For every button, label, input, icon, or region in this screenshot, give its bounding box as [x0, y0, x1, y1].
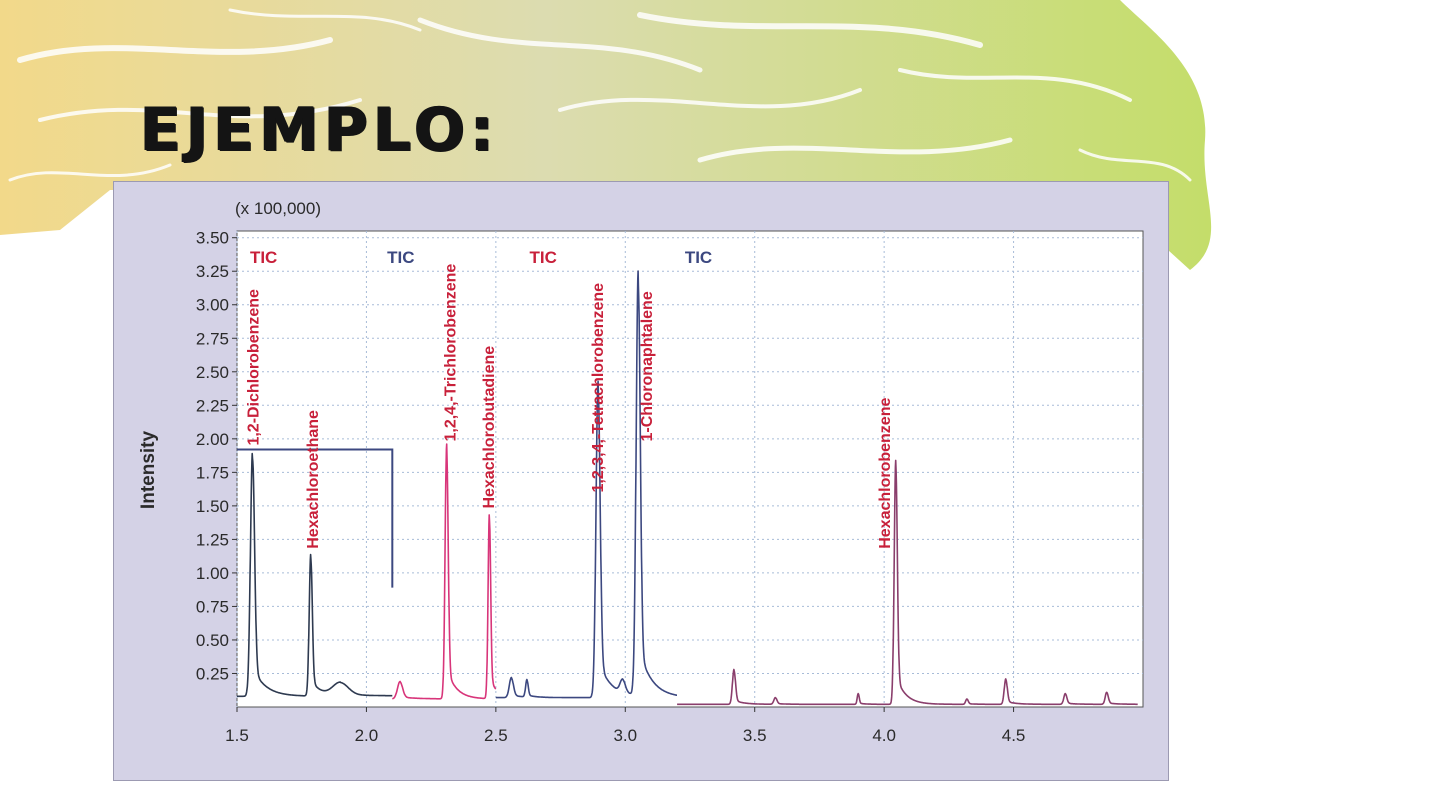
slide-title: EJEMPLO: [140, 95, 500, 165]
plot-area [236, 230, 1144, 708]
peak-label: 1,2,4,-Trichlorobenzene [442, 264, 459, 442]
y-tick-label: 1.50 [196, 497, 229, 516]
tic-label: TIC [530, 248, 557, 267]
y-axis-label: Intensity [138, 431, 159, 510]
x-tick-label: 2.5 [484, 726, 508, 745]
chromatogram-trace-mauve [676, 459, 1139, 706]
chromatogram-trace-dark [236, 452, 393, 698]
inset-bracket [237, 448, 394, 588]
peak-label: 1,2,3,4,-Tetrachlorobenzene [590, 283, 607, 493]
y-tick-label: 3.25 [196, 262, 229, 281]
peak-label: Hexachloroethane [305, 410, 322, 549]
y-tick-label: 2.00 [196, 430, 229, 449]
y-tick-label: 2.75 [196, 329, 229, 348]
grid-lines [236, 231, 1143, 707]
y-tick-label: 0.75 [196, 597, 229, 616]
peak-label: 1-Chloronaphtalene [639, 291, 656, 441]
y-tick-label: 0.25 [196, 664, 229, 683]
x-tick-label: 4.0 [872, 726, 896, 745]
scale-note: (x 100,000) [235, 199, 321, 218]
tic-label: TIC [250, 248, 277, 267]
x-tick-label: 3.0 [613, 726, 637, 745]
brush-texture-decoration [8, 8, 1192, 182]
chromatogram-trace-navy [495, 270, 678, 699]
y-tick-label: 3.50 [196, 229, 229, 248]
x-tick-label: 1.5 [225, 726, 249, 745]
brush-stroke-decoration [0, 0, 1212, 270]
tic-labels: TIC TIC TIC TIC [250, 248, 712, 267]
y-tick-label: 3.00 [196, 296, 229, 315]
x-tick-label: 4.5 [1002, 726, 1026, 745]
y-tick-label: 2.50 [196, 363, 229, 382]
axis-ticks: 0.25 0.50 0.75 1.00 1.25 1.50 1.75 2.00 2.25 2.50… [196, 229, 1025, 745]
y-tick-label: 0.50 [196, 631, 229, 650]
peak-label: 1,2-Dichlorobenzene [246, 289, 263, 446]
tic-label: TIC [387, 248, 414, 267]
y-tick-label: 1.75 [196, 463, 229, 482]
peak-labels: 1,2-Dichlorobenzene Hexachloroethane 1,2,4… [246, 264, 895, 549]
x-tick-label: 3.5 [743, 726, 767, 745]
y-tick-label: 1.00 [196, 564, 229, 583]
tic-label: TIC [685, 248, 712, 267]
peak-label: Hexachlorobutadiene [481, 346, 498, 509]
peak-label: Hexachlorobenzene [877, 398, 894, 549]
x-tick-label: 2.0 [355, 726, 379, 745]
y-tick-label: 1.25 [196, 530, 229, 549]
chromatogram-traces [236, 270, 1139, 706]
y-tick-label: 2.25 [196, 396, 229, 415]
chromatogram-trace-pink [391, 443, 497, 700]
inset-bracket-line [237, 448, 394, 588]
